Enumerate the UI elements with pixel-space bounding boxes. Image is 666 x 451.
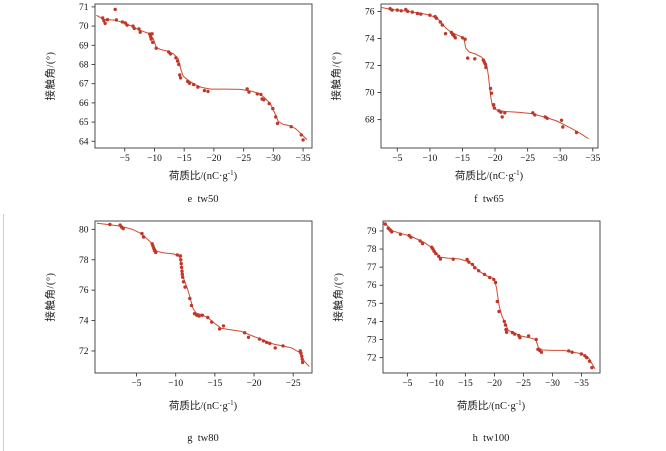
svg-text:−10: −10 [147,154,162,164]
svg-text:65: 65 [79,118,89,128]
svg-text:−25: −25 [520,154,535,164]
svg-text:−5: −5 [392,154,402,164]
svg-text:77: 77 [367,263,377,273]
svg-text:78: 78 [367,245,377,255]
subplot-caption: g tw80 [187,433,219,444]
svg-text:80: 80 [79,225,89,235]
svg-text:−30: −30 [553,154,568,164]
svg-text:73: 73 [367,336,377,346]
svg-text:−15: −15 [458,379,473,389]
svg-text:−5: −5 [120,154,130,164]
svg-text:70: 70 [79,22,89,32]
chart-panel-tw50: −5 −10 −15 −20 −25 −30 −35 64 65 66 67 68 69 70 71 接触角… [46,0,335,215]
x-axis-label-text: 荷质比/(nC·g [454,171,514,182]
svg-text:−20: −20 [206,154,221,164]
x-axis-label-superscript: -1 [227,399,234,407]
svg-text:68: 68 [365,116,375,126]
svg-text:79: 79 [367,227,377,237]
subplot-caption: e tw50 [187,194,219,205]
svg-text:−15: −15 [455,154,470,164]
svg-text:−20: −20 [488,154,503,164]
svg-text:66: 66 [79,99,89,109]
y-axis-label: 接触角/(°) [45,272,57,322]
svg-text:76: 76 [365,7,375,17]
scatter-plot-tw50: −5 −10 −15 −20 −25 −30 −35 64 65 66 67 68 69 70 71 [79,3,313,164]
x-axis-label-close: ) [233,171,238,182]
svg-text:−5: −5 [131,379,141,389]
svg-text:74: 74 [365,34,375,44]
svg-text:78: 78 [79,256,89,266]
svg-text:−35: −35 [574,379,589,389]
chart-panel-tw65: −5 −10 −15 −20 −25 −30 −35 68 70 72 74 76 接触角/(°) 荷… [332,0,621,215]
x-axis-label-close: ) [521,401,526,412]
svg-text:−20: −20 [247,379,262,389]
x-axis-label: 荷质比/(nC·g-1) [457,398,525,413]
svg-text:69: 69 [79,41,89,51]
x-axis-label: 荷质比/(nC·g-1) [169,398,237,413]
svg-text:71: 71 [79,3,89,13]
x-axis-label-close: ) [519,171,524,182]
subplot-caption: h tw100 [472,433,510,444]
x-axis-label-text: 荷质比/(nC·g [168,401,228,412]
scatter-plot-tw100: −5 −10 −15 −20 −25 −30 −35 72 73 74 75 76 77 78 79 [367,220,601,389]
svg-text:−20: −20 [487,379,502,389]
x-axis-label: 荷质比/(nC·g-1) [455,168,523,183]
svg-text:−25: −25 [236,154,251,164]
svg-text:74: 74 [367,317,377,327]
svg-text:−5: −5 [402,379,412,389]
svg-text:−35: −35 [296,154,311,164]
svg-text:75: 75 [367,299,377,309]
scatter-plot-tw65: −5 −10 −15 −20 −25 −30 −35 68 70 72 74 76 [365,3,600,164]
y-axis-label: 接触角/(°) [45,51,57,101]
y-axis-label: 接触角/(°) [333,272,345,322]
svg-text:76: 76 [79,286,89,296]
svg-text:−15: −15 [177,154,192,164]
svg-text:−15: −15 [207,379,222,389]
x-axis-label-superscript: -1 [513,169,520,177]
svg-text:−30: −30 [545,379,560,389]
svg-text:−10: −10 [422,154,437,164]
svg-text:74: 74 [79,317,89,327]
x-axis-label-close: ) [233,401,238,412]
svg-text:−10: −10 [429,379,444,389]
svg-text:−35: −35 [585,154,600,164]
svg-text:67: 67 [79,80,89,90]
x-axis-label-text: 荷质比/(nC·g [456,401,516,412]
svg-text:64: 64 [79,137,89,147]
svg-text:72: 72 [367,354,377,364]
svg-text:70: 70 [365,89,375,99]
x-axis-label-text: 荷质比/(nC·g [168,171,228,182]
scatter-plot-tw80: −5 −10 −15 −20 −25 72 74 76 78 80 [79,220,313,389]
svg-text:76: 76 [367,281,377,291]
page-edge-line [3,214,4,451]
chart-panel-tw100: −5 −10 −15 −20 −25 −30 −35 72 73 74 75 76 77 78 79 接触角… [334,217,623,444]
y-axis-label: 接触角/(°) [331,51,343,101]
svg-text:68: 68 [79,60,89,70]
svg-text:72: 72 [79,347,89,357]
x-axis-label: 荷质比/(nC·g-1) [169,168,237,183]
svg-text:72: 72 [365,62,375,72]
svg-text:−25: −25 [286,379,301,389]
x-axis-label-superscript: -1 [227,169,234,177]
x-axis-label-superscript: -1 [515,399,522,407]
svg-text:−30: −30 [266,154,281,164]
subplot-caption: f tw65 [474,194,504,205]
chart-panel-tw80: −5 −10 −15 −20 −25 72 74 76 78 80 接触角/(°) 荷质比/(nC… [46,217,335,444]
svg-text:−25: −25 [516,379,531,389]
svg-text:−10: −10 [168,379,183,389]
